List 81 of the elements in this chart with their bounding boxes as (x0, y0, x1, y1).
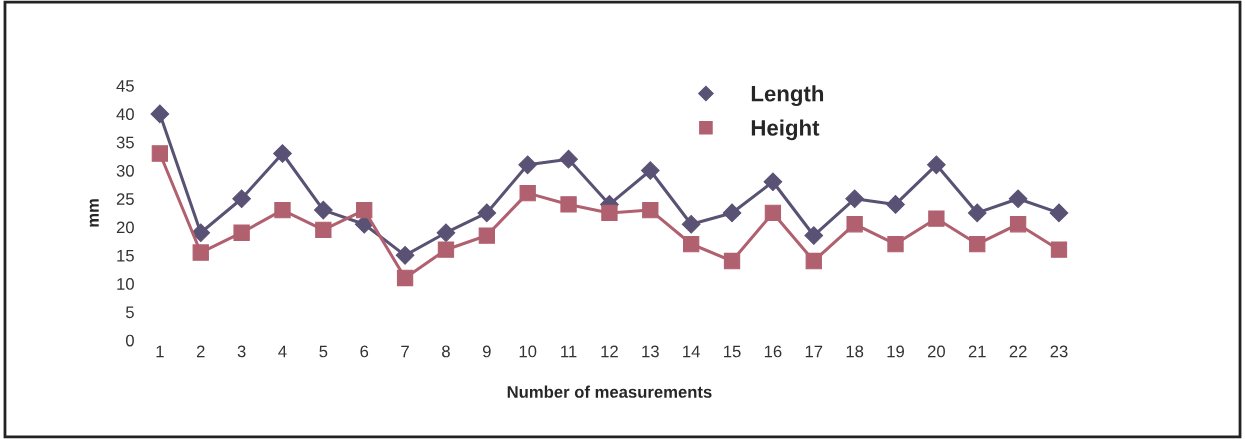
x-tick-label: 4 (278, 345, 287, 358)
y-tick-label: 20 (116, 221, 134, 234)
x-tick-label: 23 (1050, 345, 1068, 358)
point (805, 252, 822, 270)
point (886, 195, 905, 214)
point (640, 161, 660, 180)
point (232, 189, 251, 209)
point (887, 235, 904, 253)
point (763, 172, 783, 192)
point (804, 226, 824, 245)
x-tick-label: 21 (968, 345, 986, 358)
x-tick-label: 15 (724, 345, 741, 358)
point (560, 196, 577, 213)
y-tick-label: 15 (117, 249, 134, 262)
y-tick-label: 10 (117, 278, 134, 290)
y-tick-label: 25 (116, 193, 134, 205)
legend-label: Height (751, 119, 820, 141)
x-tick-label: 20 (927, 345, 945, 358)
point (233, 224, 250, 241)
point (845, 189, 864, 209)
point (1008, 189, 1028, 209)
point (273, 144, 292, 163)
x-tick-label: 1 (156, 345, 164, 358)
x-tick-label: 7 (401, 345, 409, 358)
point (395, 245, 415, 265)
point (315, 221, 332, 239)
point (642, 201, 659, 219)
point (681, 214, 701, 234)
y-tick-label: 45 (116, 80, 134, 92)
point (519, 184, 536, 202)
point (437, 241, 455, 258)
point (436, 223, 456, 243)
x-tick-label: 10 (519, 345, 537, 358)
point (927, 155, 946, 175)
y-tick-label: 35 (116, 136, 134, 149)
x-tick-label: 5 (319, 345, 328, 358)
point (846, 216, 863, 233)
point (478, 227, 495, 244)
point (1049, 203, 1069, 223)
point (477, 203, 497, 223)
x-tick-label: 19 (887, 345, 904, 358)
point (764, 204, 782, 222)
x-tick-label: 8 (442, 345, 450, 358)
point (559, 149, 578, 169)
point (274, 201, 291, 219)
x-tick-label: 6 (360, 345, 369, 358)
point (601, 204, 618, 222)
point (722, 203, 742, 223)
y-tick-label: 0 (125, 334, 134, 347)
y-tick-label: 40 (116, 108, 134, 121)
x-tick-label: 14 (683, 345, 700, 358)
x-tick-label: 13 (642, 345, 659, 358)
point (151, 145, 169, 162)
point (518, 155, 538, 175)
point (723, 252, 741, 270)
point (1050, 241, 1068, 258)
point (191, 223, 211, 243)
y-axis-title: mm (89, 199, 99, 227)
point (928, 210, 945, 227)
x-tick-label: 22 (1009, 345, 1027, 358)
y-tick-label: 5 (125, 306, 134, 319)
x-tick-label: 9 (482, 345, 491, 358)
x-tick-label: 3 (237, 345, 246, 358)
x-tick-label: 12 (601, 345, 618, 358)
point (967, 203, 987, 223)
point (356, 201, 373, 219)
x-tick-label: 2 (196, 345, 205, 358)
y-tick-label: 30 (116, 164, 134, 177)
point (150, 104, 170, 124)
point (192, 244, 209, 261)
x-axis-title: Number of measurements (507, 385, 712, 398)
point (1009, 216, 1027, 233)
x-tick-label: 16 (764, 345, 782, 358)
point (313, 200, 333, 220)
x-tick-label: 11 (561, 345, 577, 358)
legend-label: Length (751, 85, 824, 107)
x-tick-label: 18 (846, 345, 864, 358)
x-tick-label: 17 (805, 345, 823, 358)
point (683, 235, 700, 253)
point (969, 235, 986, 253)
point (396, 269, 414, 287)
